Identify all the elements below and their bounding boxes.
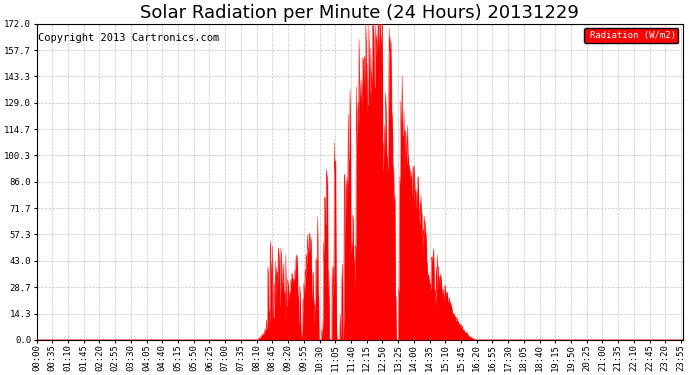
Title: Solar Radiation per Minute (24 Hours) 20131229: Solar Radiation per Minute (24 Hours) 20… — [140, 4, 579, 22]
Legend: Radiation (W/m2): Radiation (W/m2) — [584, 28, 678, 43]
Text: Copyright 2013 Cartronics.com: Copyright 2013 Cartronics.com — [38, 33, 219, 43]
